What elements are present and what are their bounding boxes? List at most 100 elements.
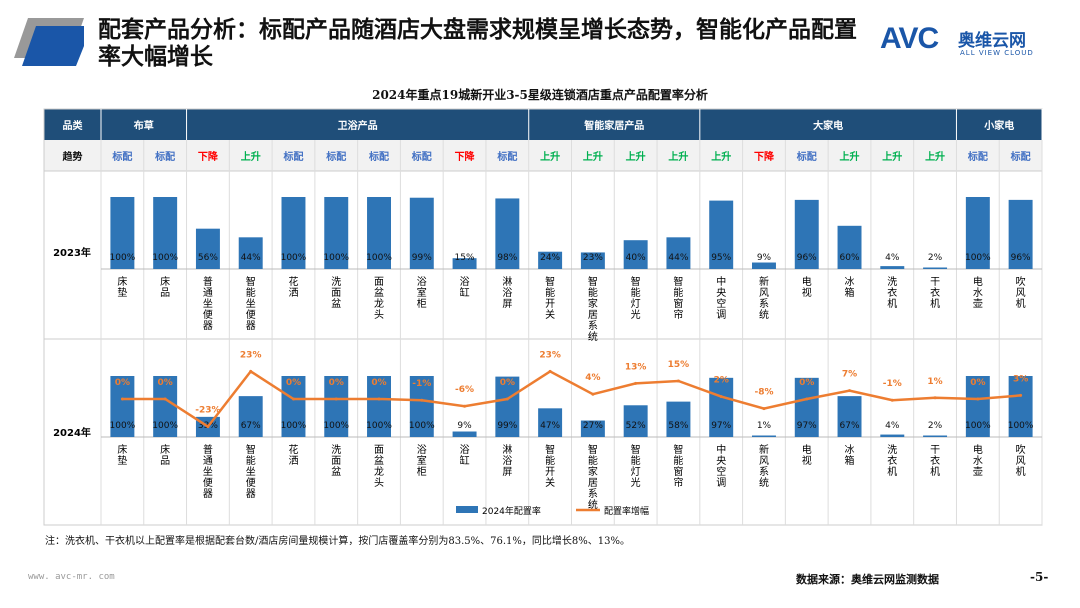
- growth-point: [463, 404, 467, 408]
- trend-label: 标配: [111, 150, 132, 163]
- bar-2023: [965, 197, 990, 269]
- bar-2024: [110, 376, 135, 437]
- growth-point: [676, 379, 680, 383]
- growth-label: 2%: [714, 376, 729, 386]
- row-label-2024: 2024年: [53, 426, 91, 439]
- website-link[interactable]: www. avc-mr. com: [28, 572, 115, 582]
- bar-value-label-2023: 100%: [366, 253, 392, 263]
- growth-point: [334, 397, 338, 401]
- legend-bar-label: 2024年配置率: [482, 505, 541, 517]
- category-tick-label-2024: 干衣机: [930, 445, 940, 478]
- bar-value-label-2023: 96%: [797, 253, 817, 263]
- bar-value-label-2023: 100%: [965, 253, 991, 263]
- trend-label: 上升: [840, 150, 860, 163]
- brand-en: ALL VIEW CLOUD: [960, 49, 1034, 57]
- growth-label: -1%: [883, 379, 902, 389]
- bar-2023: [709, 200, 734, 269]
- category-tick-label-2024: 浴室柜: [417, 444, 427, 478]
- trend-label: 标配: [496, 150, 517, 163]
- bar-2024: [709, 377, 734, 437]
- category-tick-label-2023: 吹风机: [1016, 275, 1026, 310]
- bar-value-label-2024: 100%: [965, 421, 991, 431]
- bar-value-label-2023: 15%: [455, 253, 475, 263]
- chart-title: 2024年重点19城新开业3-5星级连锁酒店重点产品配置率分析: [372, 88, 708, 102]
- bar-value-label-2023: 56%: [198, 253, 218, 263]
- category-tick-label-2024: 淋浴屏: [502, 443, 512, 478]
- trend-header-label: 趋势: [63, 150, 83, 163]
- bar-value-label-2024: 67%: [840, 421, 860, 431]
- bar-value-label-2024: 97%: [797, 421, 817, 431]
- category-tick-label-2023: 智能窗帘: [673, 275, 683, 321]
- bar-value-label-2024: 52%: [626, 421, 646, 431]
- trend-label: 标配: [411, 150, 432, 163]
- trend-label: 上升: [668, 150, 688, 163]
- category-tick-label-2023: 洗面盆: [331, 276, 341, 310]
- category-tick-label-2023: 洗衣机: [887, 276, 897, 310]
- bar-2024: [880, 434, 905, 437]
- bar-value-label-2024: 99%: [497, 421, 517, 431]
- bar-value-label-2023: 24%: [540, 253, 560, 263]
- bar-2023: [452, 258, 477, 269]
- category-tick-label-2023: 智能坐便器: [246, 275, 256, 332]
- bar-2023: [837, 225, 862, 269]
- category-tick-label-2024: 中央空调: [716, 443, 726, 489]
- growth-label: 23%: [240, 350, 262, 360]
- bar-value-label-2024: 67%: [241, 421, 261, 431]
- bar-2023: [623, 240, 648, 269]
- bar-2023: [409, 197, 434, 269]
- bar-2023: [110, 197, 135, 269]
- bar-value-label-2023: 100%: [323, 253, 349, 263]
- category-tick-label-2024: 吹风机: [1016, 443, 1026, 478]
- brand-cn: 奥维云网: [958, 31, 1026, 51]
- growth-label: 0%: [970, 378, 985, 388]
- category-tick-label-2024: 花洒: [288, 443, 298, 467]
- growth-label: -6%: [455, 385, 474, 395]
- category-tick-label-2024: 智能灯光: [631, 443, 641, 489]
- growth-label: 0%: [500, 378, 515, 388]
- category-tick-label-2024: 电水壶: [973, 443, 983, 478]
- growth-label: 23%: [539, 350, 561, 360]
- category-label: 小家电: [983, 119, 1014, 132]
- bar-value-label-2023: 100%: [281, 253, 307, 263]
- trend-row: [44, 140, 1042, 171]
- bar-2024: [794, 377, 819, 437]
- trend-label: 标配: [325, 150, 346, 163]
- growth-point: [505, 397, 509, 401]
- category-tick-label-2024: 普通坐便器: [203, 443, 213, 500]
- growth-label: 0%: [371, 378, 386, 388]
- growth-point: [377, 397, 381, 401]
- growth-point: [762, 407, 766, 411]
- bar-2023: [238, 237, 263, 269]
- bar-2024: [495, 376, 520, 437]
- growth-label: -8%: [754, 388, 773, 398]
- bar-2024: [281, 376, 306, 437]
- category-tick-label-2024: 面盆龙头: [374, 445, 384, 489]
- bar-2023: [153, 197, 178, 269]
- bar-value-label-2023: 100%: [152, 253, 178, 263]
- bar-value-label-2023: 40%: [626, 253, 646, 263]
- category-tick-label-2023: 新风系统: [759, 275, 769, 321]
- trend-label: 上升: [540, 150, 560, 163]
- bar-value-label-2023: 60%: [840, 253, 860, 263]
- bar-2023: [195, 228, 220, 269]
- bar-2024: [580, 420, 605, 437]
- growth-label: 0%: [286, 378, 301, 388]
- category-tick-label-2023: 智能开关: [545, 275, 555, 321]
- category-tick-label-2023: 普通坐便器: [203, 275, 213, 332]
- category-tick-label-2024: 冰箱: [845, 443, 855, 467]
- bar-2024: [452, 431, 477, 437]
- category-tick-label-2024: 智能窗帘: [673, 443, 683, 489]
- bar-value-label-2024: 27%: [583, 421, 603, 431]
- brand-avc: AVC: [880, 22, 939, 55]
- category-header-label: 品类: [63, 119, 83, 132]
- bar-2023: [666, 237, 691, 269]
- bar-value-label-2024: 58%: [668, 421, 688, 431]
- category-tick-label-2024: 浴缸: [460, 444, 470, 467]
- category-tick-label-2023: 浴室柜: [417, 276, 427, 310]
- growth-label: 0%: [799, 378, 814, 388]
- trend-label: 下降: [198, 150, 219, 163]
- legend-line-label: 配置率增幅: [604, 505, 649, 517]
- growth-point: [163, 397, 167, 401]
- growth-point: [291, 397, 295, 401]
- bar-2024: [538, 408, 563, 437]
